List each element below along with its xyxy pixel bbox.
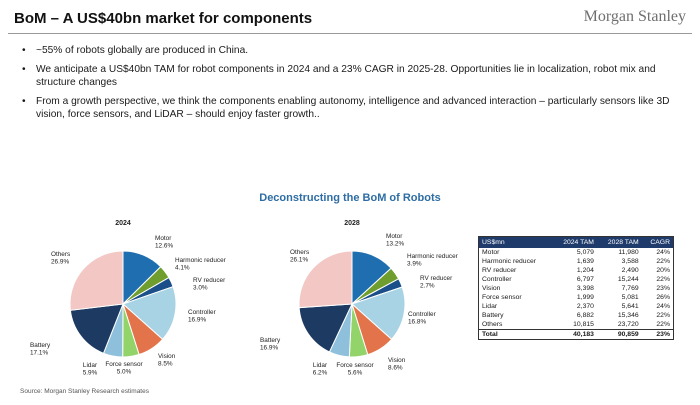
pie-year-label: 2028 — [344, 220, 360, 227]
table-cell: Vision — [482, 285, 501, 292]
table-total-row: Total 40,183 90,859 23% — [478, 329, 674, 340]
table-row: Battery 6,882 15,346 22% — [479, 311, 674, 320]
slice-label-rv-reducer: RV reducer 2.7% — [420, 275, 453, 290]
table-cell: 40,183 — [552, 329, 597, 340]
slice-label-lidar: Lidar 5.9% — [83, 362, 98, 377]
table-cell: 6,797 — [576, 276, 594, 283]
table-cell: 5,079 — [576, 249, 594, 256]
slice-label-controller: Controller 16.9% — [188, 309, 217, 324]
pie-slice-others — [298, 250, 353, 309]
pie-slice-battery — [69, 303, 124, 354]
pie-slice-battery — [298, 303, 353, 353]
table-cell: 7,769 — [621, 285, 639, 292]
slice-label-vision: Vision 8.6% — [388, 357, 406, 372]
bullet-item: From a growth perspective, we think the … — [22, 95, 690, 121]
slice-label-motor: Motor 13.2% — [386, 233, 404, 248]
morgan-stanley-logo: Morgan Stanley — [583, 8, 686, 25]
table-row: RV reducer 1,204 2,490 20% — [479, 266, 674, 275]
slice-label-others: Others 26.9% — [51, 251, 70, 266]
table-row: Lidar 2,370 5,641 24% — [479, 302, 674, 311]
pie-slice-controller — [122, 286, 177, 341]
table-cell: Harmonic reducer — [482, 258, 537, 265]
table-cell: 24% — [656, 249, 670, 256]
table-cell: 23,720 — [617, 321, 639, 328]
table-row: Harmonic reducer 1,639 3,588 22% — [479, 257, 674, 266]
table-cell: 22% — [656, 258, 670, 265]
chart-section-title: Deconstructing the BoM of Robots — [259, 192, 441, 204]
slice-label-controller: Controller 16.8% — [408, 311, 437, 326]
table-cell: Total — [478, 329, 553, 340]
table-cell: 11,980 — [618, 249, 639, 256]
table-cell: 1,639 — [576, 258, 594, 265]
table-row: Motor 5,079 11,980 24% — [479, 248, 674, 257]
table-cell: 5,641 — [621, 303, 639, 310]
table-cell: 15,244 — [617, 276, 639, 283]
table-cell: 1,999 — [576, 294, 594, 301]
table-cell: 3,588 — [621, 258, 639, 265]
tam-table: US$mn 2024 TAM 2028 TAM CAGR Motor 5,079 11,9… — [478, 236, 674, 340]
title-divider — [8, 33, 692, 34]
table-cell: Others — [482, 321, 503, 328]
bullet-item: We anticipate a US$40bn TAM for robot co… — [22, 63, 690, 89]
slice-label-harmonic-reducer: Harmonic reducer 3.9% — [407, 253, 459, 268]
slice-label-battery: Battery 16.9% — [260, 337, 281, 352]
slice-label-force-sensor: Force sensor 5.6% — [336, 362, 374, 377]
table-header-cell: 2028 TAM — [596, 236, 642, 248]
table-cell: 15,346 — [617, 312, 639, 319]
slide-title: BoM – A US$40bn market for components — [14, 10, 313, 27]
table-cell: 3,398 — [576, 285, 594, 292]
table-cell: 6,882 — [576, 312, 594, 319]
table-cell: 10,815 — [573, 321, 594, 328]
table-cell: 90,859 — [596, 329, 642, 340]
table-cell: 24% — [656, 303, 670, 310]
table-cell: 2,370 — [576, 303, 594, 310]
pie-slice-others — [69, 250, 124, 311]
table-cell: 22% — [656, 321, 670, 328]
table-cell: Controller — [482, 276, 512, 283]
table-header-cell: US$mn — [478, 236, 553, 248]
table-cell: 23% — [656, 285, 670, 292]
slice-label-motor: Motor 12.6% — [155, 235, 173, 250]
pie-slice-controller — [351, 286, 406, 341]
bullet-list: ~55% of robots globally are produced in … — [22, 44, 690, 127]
table-cell: 2,490 — [621, 267, 639, 274]
table-row: Vision 3,398 7,769 23% — [479, 284, 674, 293]
table-cell: 22% — [656, 312, 670, 319]
slice-label-battery: Battery 17.1% — [30, 342, 51, 357]
table-cell: 26% — [656, 294, 670, 301]
table-header-cell: CAGR — [641, 236, 674, 248]
slice-label-rv-reducer: RV reducer 3.0% — [193, 277, 226, 292]
table-row: Others 10,815 23,720 22% — [479, 320, 674, 330]
table-cell: Force sensor — [482, 294, 522, 301]
table-header-cell: 2024 TAM — [552, 236, 597, 248]
pie-year-label: 2024 — [115, 220, 131, 227]
bullet-item: ~55% of robots globally are produced in … — [22, 44, 690, 57]
table-cell: 1,204 — [576, 267, 594, 274]
slice-label-lidar: Lidar 6.2% — [313, 362, 328, 377]
table-cell: Lidar — [482, 303, 498, 310]
table-row: Controller 6,797 15,244 22% — [479, 275, 674, 284]
table-cell: 23% — [641, 329, 674, 340]
slice-label-harmonic-reducer: Harmonic reducer 4.1% — [175, 257, 227, 272]
slice-label-others: Others 26.1% — [290, 249, 309, 264]
slice-label-force-sensor: Force sensor 5.0% — [105, 361, 143, 376]
pie-chart-2028: 2028 Motor 13.2%Harmonic reducer 3.9% RV red… — [260, 220, 459, 377]
source-note: Source: Morgan Stanley Research estimate… — [20, 388, 149, 395]
table-cell: 5,081 — [621, 294, 639, 301]
table-header-row: US$mn 2024 TAM 2028 TAM CAGR — [478, 236, 674, 248]
table-row: Force sensor 1,999 5,081 26% — [479, 293, 674, 302]
table-cell: RV reducer — [482, 267, 517, 274]
table-cell: 22% — [656, 276, 670, 283]
table-cell: Battery — [482, 312, 504, 319]
table-body: Motor 5,079 11,980 24% Harmonic reducer 1,639… — [478, 248, 674, 340]
slice-label-vision: Vision 8.5% — [158, 353, 176, 368]
table-cell: Motor — [482, 249, 500, 256]
pie-chart-2024: 2024 Motor 12.6%Harmonic reducer 4.1% RV red… — [30, 220, 227, 377]
table-cell: 20% — [656, 267, 670, 274]
